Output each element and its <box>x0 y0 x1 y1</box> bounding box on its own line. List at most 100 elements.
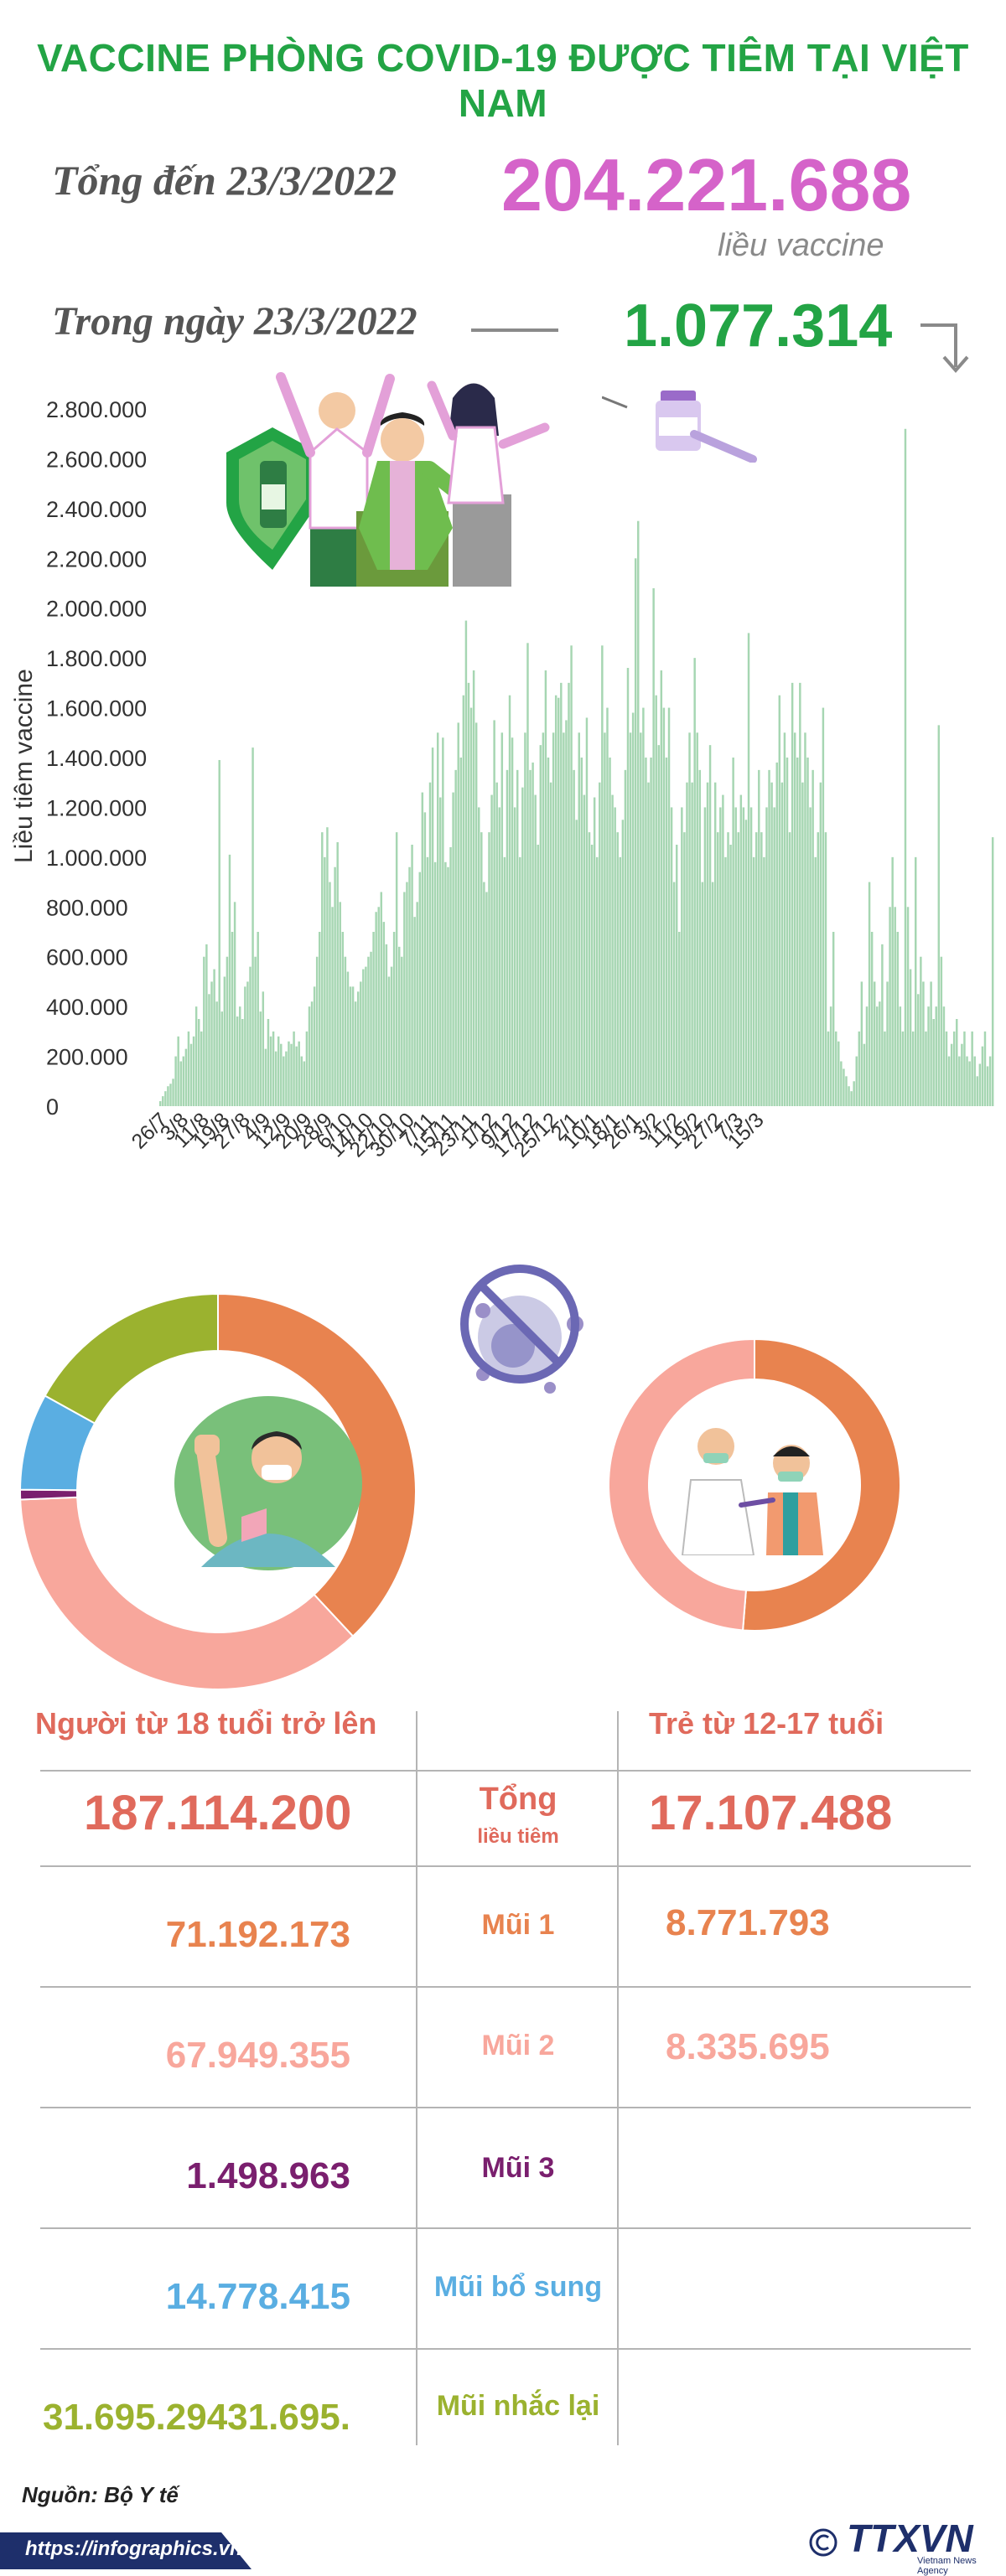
down-arrow-icon <box>920 323 969 374</box>
chart-bar <box>950 1043 953 1106</box>
chart-bar <box>239 1006 241 1106</box>
ttxvn-logo: TTXVN <box>847 2517 973 2560</box>
chart-bar <box>319 932 321 1106</box>
chart-bar <box>906 907 910 1106</box>
chart-bar <box>431 747 434 1106</box>
chart-bar <box>696 732 698 1106</box>
chart-bar <box>688 732 691 1106</box>
chart-bar <box>775 762 778 1106</box>
chart-bar <box>925 1031 927 1106</box>
chart-bar <box>283 1056 285 1106</box>
chart-bar <box>747 633 750 1106</box>
chart-bar <box>611 794 614 1106</box>
chart-bar <box>958 1056 961 1106</box>
chart-bar <box>850 1091 853 1106</box>
chart-bar <box>956 1019 958 1106</box>
chart-bar <box>169 1084 172 1106</box>
chart-bar <box>172 1079 174 1106</box>
chart-bar <box>565 720 568 1106</box>
dose3-label: Mũi 3 <box>481 2152 555 2184</box>
chart-bar <box>645 758 647 1106</box>
chart-bar <box>395 832 398 1106</box>
chart-bar <box>408 866 411 1106</box>
chart-bar <box>449 846 452 1106</box>
y-tick-label: 600.000 <box>46 945 128 970</box>
chart-bar <box>780 782 784 1106</box>
chart-bar <box>911 1031 915 1106</box>
chart-bar <box>681 807 683 1106</box>
chart-bar <box>254 956 257 1106</box>
chart-bar <box>799 682 801 1106</box>
table-divider-h <box>40 2348 971 2350</box>
chart-bar <box>539 745 542 1106</box>
donut-segment <box>19 1488 79 1501</box>
chart-bar <box>988 1056 992 1106</box>
chart-bar <box>595 856 599 1106</box>
y-tick-label: 1.000.000 <box>46 846 147 871</box>
chart-bar <box>277 1036 280 1106</box>
chart-bar <box>634 558 637 1106</box>
chart-bar <box>765 807 768 1106</box>
chart-bar <box>375 912 377 1106</box>
chart-bar <box>269 1036 272 1106</box>
adult-dose3-value: 1.498.963 <box>186 2155 350 2196</box>
chart-bar <box>483 882 485 1106</box>
chart-bar <box>421 792 424 1106</box>
chart-bar <box>832 932 835 1106</box>
chart-bar <box>436 732 439 1106</box>
chart-bar <box>215 1001 218 1106</box>
chart-bar <box>524 732 526 1106</box>
page-title: VACCINE PHÒNG COVID-19 ĐƯỢC TIÊM TẠI VIỆ… <box>37 36 969 125</box>
chart-bar <box>223 976 226 1106</box>
chart-bar <box>968 1061 971 1106</box>
chart-bar <box>961 1043 963 1106</box>
chart-bar <box>909 969 912 1106</box>
chart-bar <box>637 520 640 1106</box>
chart-bar <box>411 845 413 1106</box>
chart-bar <box>749 807 753 1106</box>
chart-bar <box>285 1051 288 1106</box>
y-tick-label: 1.800.000 <box>46 646 147 671</box>
chart-bar <box>244 986 246 1106</box>
chart-bar <box>464 620 468 1106</box>
chart-bar <box>843 1068 845 1106</box>
chart-bar <box>246 981 249 1106</box>
chart-bar <box>973 1056 976 1106</box>
chart-bar <box>848 1086 850 1106</box>
chart-bar <box>701 882 704 1106</box>
chart-bar <box>280 1043 283 1106</box>
chart-bar <box>834 1031 837 1106</box>
chart-bar <box>174 1056 177 1106</box>
child-dose1-value: 8.771.793 <box>666 1902 830 1943</box>
chart-bar <box>840 1061 843 1106</box>
chart-bar <box>626 668 630 1106</box>
chart-bar <box>599 782 601 1106</box>
chart-bar <box>812 769 814 1106</box>
footer-url-link[interactable]: https://infographics.vn <box>25 2537 242 2560</box>
chart-bar <box>845 1076 848 1106</box>
chart-bar <box>259 1011 262 1106</box>
chart-bar <box>629 732 632 1106</box>
chart-bar <box>179 1061 182 1106</box>
child-total-doses: 17.107.488 <box>649 1786 893 1840</box>
chart-bar <box>233 902 236 1106</box>
chart-bar <box>727 832 729 1106</box>
chart-bar <box>786 758 789 1106</box>
chart-bar <box>631 712 635 1106</box>
chart-bar <box>947 1056 951 1106</box>
chart-bar <box>884 1031 886 1106</box>
chart-bar <box>616 832 619 1106</box>
chart-bar <box>356 991 360 1106</box>
daily-label: Trong ngày 23/3/2022 <box>52 299 417 344</box>
y-tick-label: 2.200.000 <box>46 546 147 572</box>
chart-bar <box>706 782 709 1106</box>
chart-bar <box>349 986 352 1106</box>
chart-bar <box>401 956 403 1106</box>
chart-bar <box>837 1041 840 1106</box>
chart-bar <box>377 907 380 1106</box>
chart-bar <box>657 745 660 1106</box>
chart-bar <box>308 1006 311 1106</box>
table-divider-h <box>40 2227 971 2229</box>
additional-dose-label: Mũi bổ sung <box>433 2271 603 2303</box>
chart-bar <box>647 782 650 1106</box>
